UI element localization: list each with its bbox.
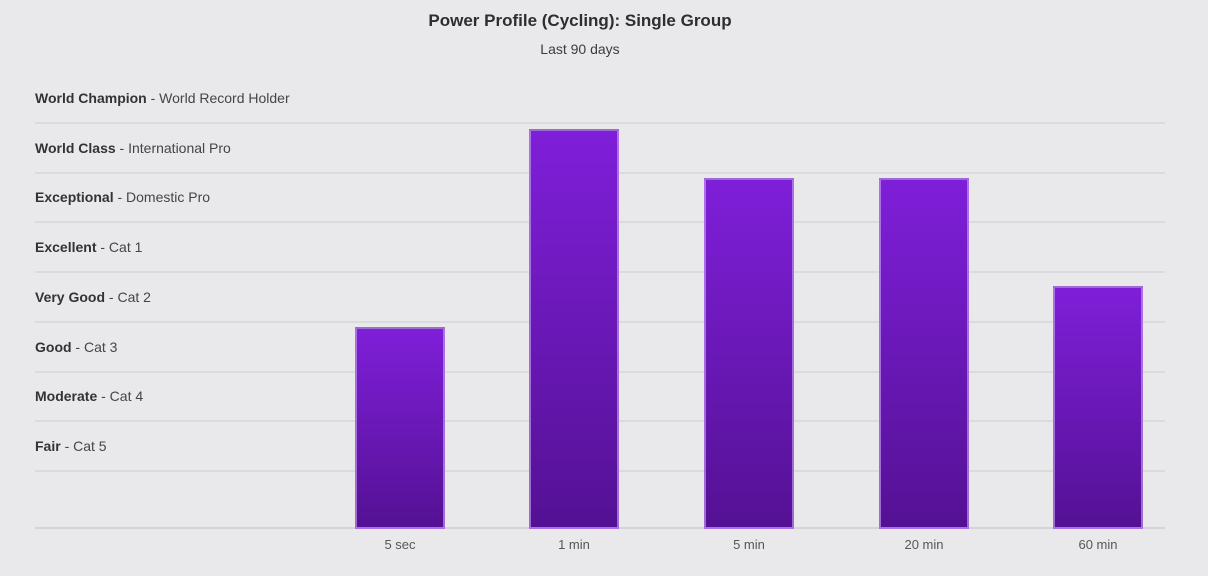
band-name: Very Good (35, 288, 106, 305)
band-descriptor: - Domestic Pro (113, 189, 211, 206)
band-name: World Class (35, 139, 116, 156)
bar-5-min[interactable] (704, 178, 794, 529)
band-descriptor: - World Record Holder (146, 89, 290, 106)
band-descriptor: - Cat 4 (97, 388, 144, 405)
x-tick-label: 5 min (733, 537, 765, 552)
band-label: World Champion - World Record Holder (35, 90, 290, 106)
band-label: Fair - Cat 5 (35, 438, 107, 454)
band-name: Good (35, 338, 72, 355)
x-tick-label: 20 min (904, 537, 944, 552)
band-label: Very Good - Cat 2 (35, 289, 151, 305)
chart-subtitle: Last 90 days (540, 41, 620, 57)
band-name: Moderate (35, 388, 98, 405)
band-name: Excellent (35, 239, 97, 256)
x-tick-label: 1 min (558, 537, 590, 552)
bar-20-min[interactable] (879, 178, 969, 529)
bar-1-min[interactable] (529, 129, 619, 529)
band-descriptor: - Cat 5 (60, 438, 107, 455)
band-label: World Class - International Pro (35, 140, 231, 156)
bar-5-sec[interactable] (355, 327, 445, 529)
band-descriptor: - Cat 3 (71, 338, 118, 355)
band-name: World Champion (35, 89, 147, 106)
category-band-row: World Champion - World Record Holder (35, 74, 1165, 124)
x-tick-label: 5 sec (384, 537, 416, 552)
band-name: Fair (35, 438, 61, 455)
chart-title: Power Profile (Cycling): Single Group (428, 11, 732, 30)
band-label: Excellent - Cat 1 (35, 239, 142, 255)
band-name: Exceptional (35, 189, 114, 206)
band-label: Exceptional - Domestic Pro (35, 189, 210, 205)
band-label: Good - Cat 3 (35, 339, 117, 355)
x-tick-label: 60 min (1078, 537, 1118, 552)
bar-60-min[interactable] (1053, 286, 1143, 529)
band-label: Moderate - Cat 4 (35, 388, 143, 404)
band-descriptor: - International Pro (115, 139, 231, 156)
band-descriptor: - Cat 2 (105, 288, 151, 305)
band-descriptor: - Cat 1 (96, 239, 143, 256)
